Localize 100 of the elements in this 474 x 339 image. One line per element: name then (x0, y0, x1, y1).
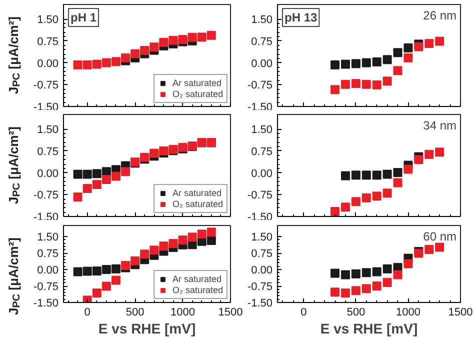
point (102, 167, 111, 176)
point (393, 48, 402, 58)
y-tick-label: -0.75 (33, 280, 59, 292)
point (330, 268, 340, 278)
point (188, 32, 197, 42)
point (424, 150, 434, 160)
point (393, 270, 402, 279)
point (197, 32, 206, 42)
point (140, 46, 150, 56)
point (206, 30, 216, 40)
point (102, 264, 111, 274)
y-tick-label: 1.50 (37, 14, 59, 26)
point (330, 287, 340, 296)
point (372, 170, 382, 180)
point (340, 202, 350, 212)
y-tick-label: 0.75 (251, 146, 273, 158)
legend-label: Ar saturated (172, 188, 222, 198)
x-axis-title: E vs RHE [mV] (320, 320, 418, 336)
point (73, 170, 82, 179)
y-tick-label: 1.50 (251, 124, 273, 136)
x-tick-label: 500 (126, 306, 144, 318)
point (150, 245, 159, 254)
point (102, 58, 111, 68)
point (206, 227, 216, 236)
point (330, 60, 340, 70)
x-tick-label: 0 (84, 306, 90, 318)
point (372, 80, 382, 90)
y-tick-label: -0.75 (247, 190, 273, 202)
y-tick-label: 0.00 (37, 168, 59, 180)
legend-label: O₂ saturated (172, 284, 223, 294)
point (150, 149, 159, 158)
point (188, 232, 197, 242)
point (340, 288, 350, 298)
y-tick-label: -1.50 (247, 297, 273, 309)
point (372, 266, 382, 276)
point (102, 281, 111, 290)
x-tick-label: 0 (300, 306, 307, 318)
point (435, 36, 444, 46)
x-tick-label: 1000 (170, 306, 196, 318)
point (159, 240, 168, 250)
y-tick-label: 1.50 (251, 231, 273, 243)
point (102, 175, 111, 184)
point (404, 53, 413, 62)
annotation: 26 nm (423, 8, 457, 22)
y-tick-label: -0.75 (33, 190, 59, 202)
point (82, 60, 92, 70)
point (382, 76, 392, 86)
point (130, 256, 140, 265)
point (168, 238, 178, 248)
y-tick-label: -0.75 (247, 280, 273, 292)
legend-label: O₂ saturated (172, 89, 223, 99)
point (340, 60, 350, 69)
point (393, 168, 402, 178)
point (121, 53, 130, 62)
point (92, 288, 102, 298)
point (404, 165, 413, 174)
point (362, 58, 371, 68)
point (393, 66, 402, 76)
x-tick-label: 1500 (218, 306, 243, 318)
point (372, 281, 382, 290)
point (92, 169, 102, 178)
x-tick-label: 1500 (448, 306, 473, 318)
y-tick-label: -0.75 (33, 80, 59, 92)
point (351, 197, 360, 206)
point (362, 80, 371, 89)
y-tick-label: 0.75 (37, 36, 59, 48)
point (362, 170, 371, 180)
y-tick-label: 1.50 (251, 14, 273, 26)
point (150, 42, 159, 52)
point (111, 57, 120, 66)
point (92, 266, 102, 276)
point (111, 264, 120, 273)
point (73, 60, 82, 70)
y-tick-label: 1.50 (37, 231, 59, 243)
y-tick-label: 0.00 (251, 58, 273, 70)
legend-label: Ar saturated (172, 274, 222, 284)
point (362, 268, 371, 277)
y-tick-label: 0.75 (37, 248, 59, 260)
point (372, 192, 382, 201)
point (73, 192, 82, 202)
point (414, 155, 424, 164)
point (340, 270, 350, 279)
point (130, 49, 140, 58)
point (435, 148, 444, 157)
point (168, 36, 178, 45)
annotation: 34 nm (423, 118, 457, 133)
y-tick-label: 0.75 (37, 146, 59, 158)
point (424, 39, 434, 48)
point (140, 249, 150, 258)
point (197, 229, 206, 238)
y-tick-label: -0.75 (247, 80, 273, 92)
x-axis-title: E vs RHE [mV] (98, 320, 196, 336)
point (351, 59, 360, 68)
point (92, 180, 102, 190)
point (404, 43, 413, 52)
point (435, 242, 444, 252)
point (351, 286, 360, 295)
point (382, 188, 392, 198)
point (351, 78, 360, 88)
point (382, 277, 392, 286)
